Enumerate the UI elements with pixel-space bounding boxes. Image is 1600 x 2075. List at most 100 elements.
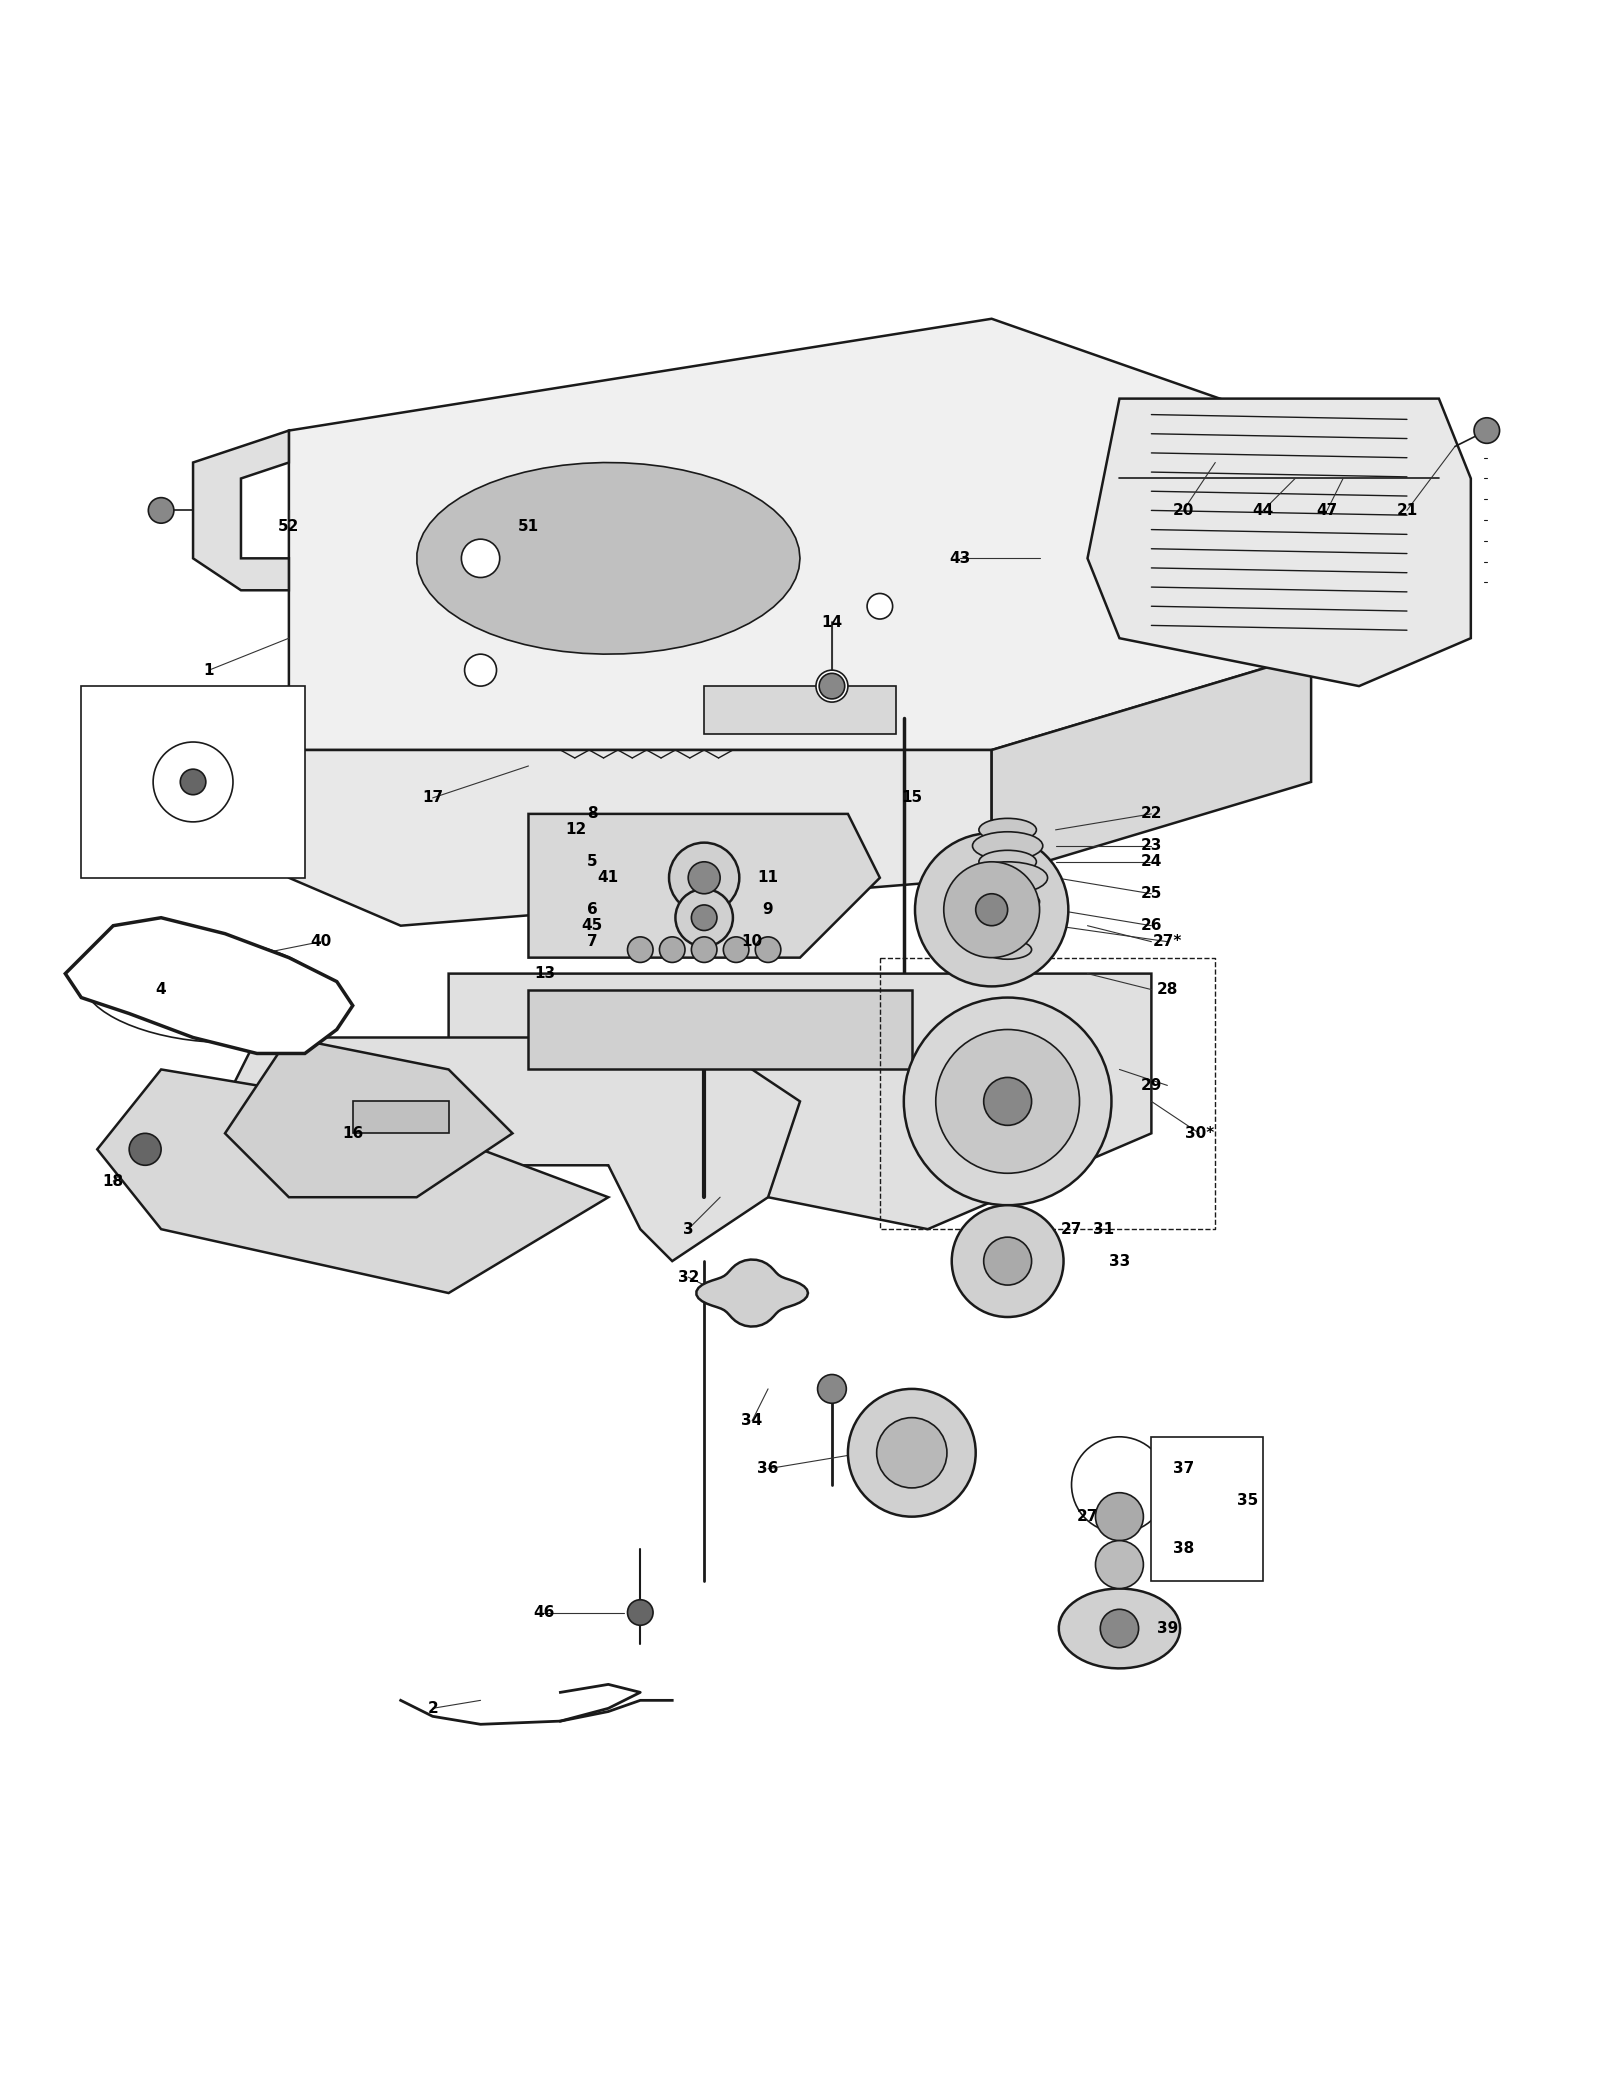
Text: 15: 15 — [901, 791, 922, 805]
Polygon shape — [226, 1038, 512, 1197]
Polygon shape — [528, 813, 880, 959]
Text: 27: 27 — [1061, 1222, 1082, 1237]
Text: 4: 4 — [155, 981, 166, 998]
Circle shape — [627, 938, 653, 963]
Polygon shape — [290, 749, 992, 925]
Polygon shape — [418, 463, 800, 654]
Circle shape — [848, 1388, 976, 1517]
Polygon shape — [992, 654, 1310, 878]
Text: 10: 10 — [741, 934, 763, 948]
Ellipse shape — [976, 888, 1040, 915]
Text: 18: 18 — [102, 1174, 123, 1189]
Polygon shape — [696, 1260, 808, 1326]
Text: 35: 35 — [1237, 1494, 1258, 1509]
Text: 25: 25 — [1141, 886, 1162, 901]
Circle shape — [877, 1417, 947, 1488]
Bar — [1152, 1436, 1262, 1581]
Ellipse shape — [83, 936, 330, 1042]
Text: 29: 29 — [1141, 1077, 1162, 1094]
Circle shape — [675, 888, 733, 946]
Text: 28: 28 — [1157, 981, 1178, 998]
Text: 20: 20 — [1173, 502, 1194, 519]
Text: 33: 33 — [1109, 1253, 1130, 1268]
Polygon shape — [226, 1038, 800, 1262]
Text: 41: 41 — [598, 869, 619, 886]
Circle shape — [1474, 417, 1499, 444]
Polygon shape — [1088, 398, 1470, 687]
Text: 21: 21 — [1397, 502, 1418, 519]
Text: 45: 45 — [582, 919, 603, 934]
Bar — [82, 687, 306, 878]
Text: 9: 9 — [763, 903, 773, 917]
Text: 11: 11 — [757, 869, 779, 886]
Text: 14: 14 — [821, 614, 843, 629]
Circle shape — [867, 593, 893, 618]
Text: 27: 27 — [1077, 1509, 1098, 1525]
Text: 52: 52 — [278, 519, 299, 533]
Circle shape — [1101, 1610, 1139, 1648]
Circle shape — [976, 894, 1008, 925]
Circle shape — [461, 540, 499, 577]
Text: 26: 26 — [1141, 919, 1162, 934]
Text: 31: 31 — [1093, 1222, 1114, 1237]
Text: 23: 23 — [1141, 838, 1162, 853]
Text: 13: 13 — [534, 967, 555, 981]
Circle shape — [149, 498, 174, 523]
Text: 30*: 30* — [1184, 1127, 1214, 1141]
Polygon shape — [98, 1069, 608, 1293]
Text: 38: 38 — [1173, 1542, 1194, 1556]
Polygon shape — [290, 320, 1310, 749]
Circle shape — [755, 938, 781, 963]
Polygon shape — [448, 973, 1152, 1228]
Text: 6: 6 — [587, 903, 598, 917]
Text: 40: 40 — [310, 934, 331, 948]
Text: 37: 37 — [1173, 1461, 1194, 1475]
Ellipse shape — [984, 940, 1032, 959]
Text: 8: 8 — [587, 807, 598, 822]
Text: 46: 46 — [534, 1604, 555, 1621]
Circle shape — [723, 938, 749, 963]
Circle shape — [691, 938, 717, 963]
Ellipse shape — [979, 851, 1037, 874]
Circle shape — [818, 1374, 846, 1403]
Text: 51: 51 — [518, 519, 539, 533]
Text: 47: 47 — [1317, 502, 1338, 519]
Text: 27*: 27* — [1152, 934, 1182, 948]
Circle shape — [669, 842, 739, 913]
Text: 12: 12 — [566, 822, 587, 838]
Text: 24: 24 — [1141, 855, 1162, 869]
Circle shape — [952, 1206, 1064, 1318]
Polygon shape — [704, 687, 896, 735]
Polygon shape — [1059, 1589, 1181, 1668]
Text: 39: 39 — [1157, 1621, 1178, 1635]
Circle shape — [659, 938, 685, 963]
Text: 43: 43 — [949, 550, 970, 566]
Circle shape — [915, 832, 1069, 986]
Ellipse shape — [979, 915, 1037, 938]
Text: 22: 22 — [1141, 807, 1162, 822]
Text: 44: 44 — [1253, 502, 1274, 519]
Circle shape — [691, 905, 717, 930]
Circle shape — [1072, 1436, 1168, 1533]
Ellipse shape — [973, 832, 1043, 859]
Polygon shape — [66, 917, 352, 1054]
Text: 7: 7 — [587, 934, 598, 948]
Polygon shape — [194, 430, 290, 589]
Circle shape — [944, 861, 1040, 959]
Text: 3: 3 — [683, 1222, 693, 1237]
Circle shape — [627, 1600, 653, 1625]
Circle shape — [688, 861, 720, 894]
Ellipse shape — [979, 818, 1037, 840]
Circle shape — [130, 1133, 162, 1166]
Circle shape — [1096, 1540, 1144, 1589]
Circle shape — [819, 672, 845, 699]
Circle shape — [984, 1077, 1032, 1125]
Circle shape — [936, 1029, 1080, 1172]
Ellipse shape — [968, 861, 1048, 894]
Circle shape — [904, 998, 1112, 1206]
Text: 16: 16 — [342, 1127, 363, 1141]
Text: 2: 2 — [427, 1702, 438, 1716]
Text: 1: 1 — [203, 662, 214, 679]
Circle shape — [984, 1237, 1032, 1284]
Circle shape — [181, 770, 206, 795]
